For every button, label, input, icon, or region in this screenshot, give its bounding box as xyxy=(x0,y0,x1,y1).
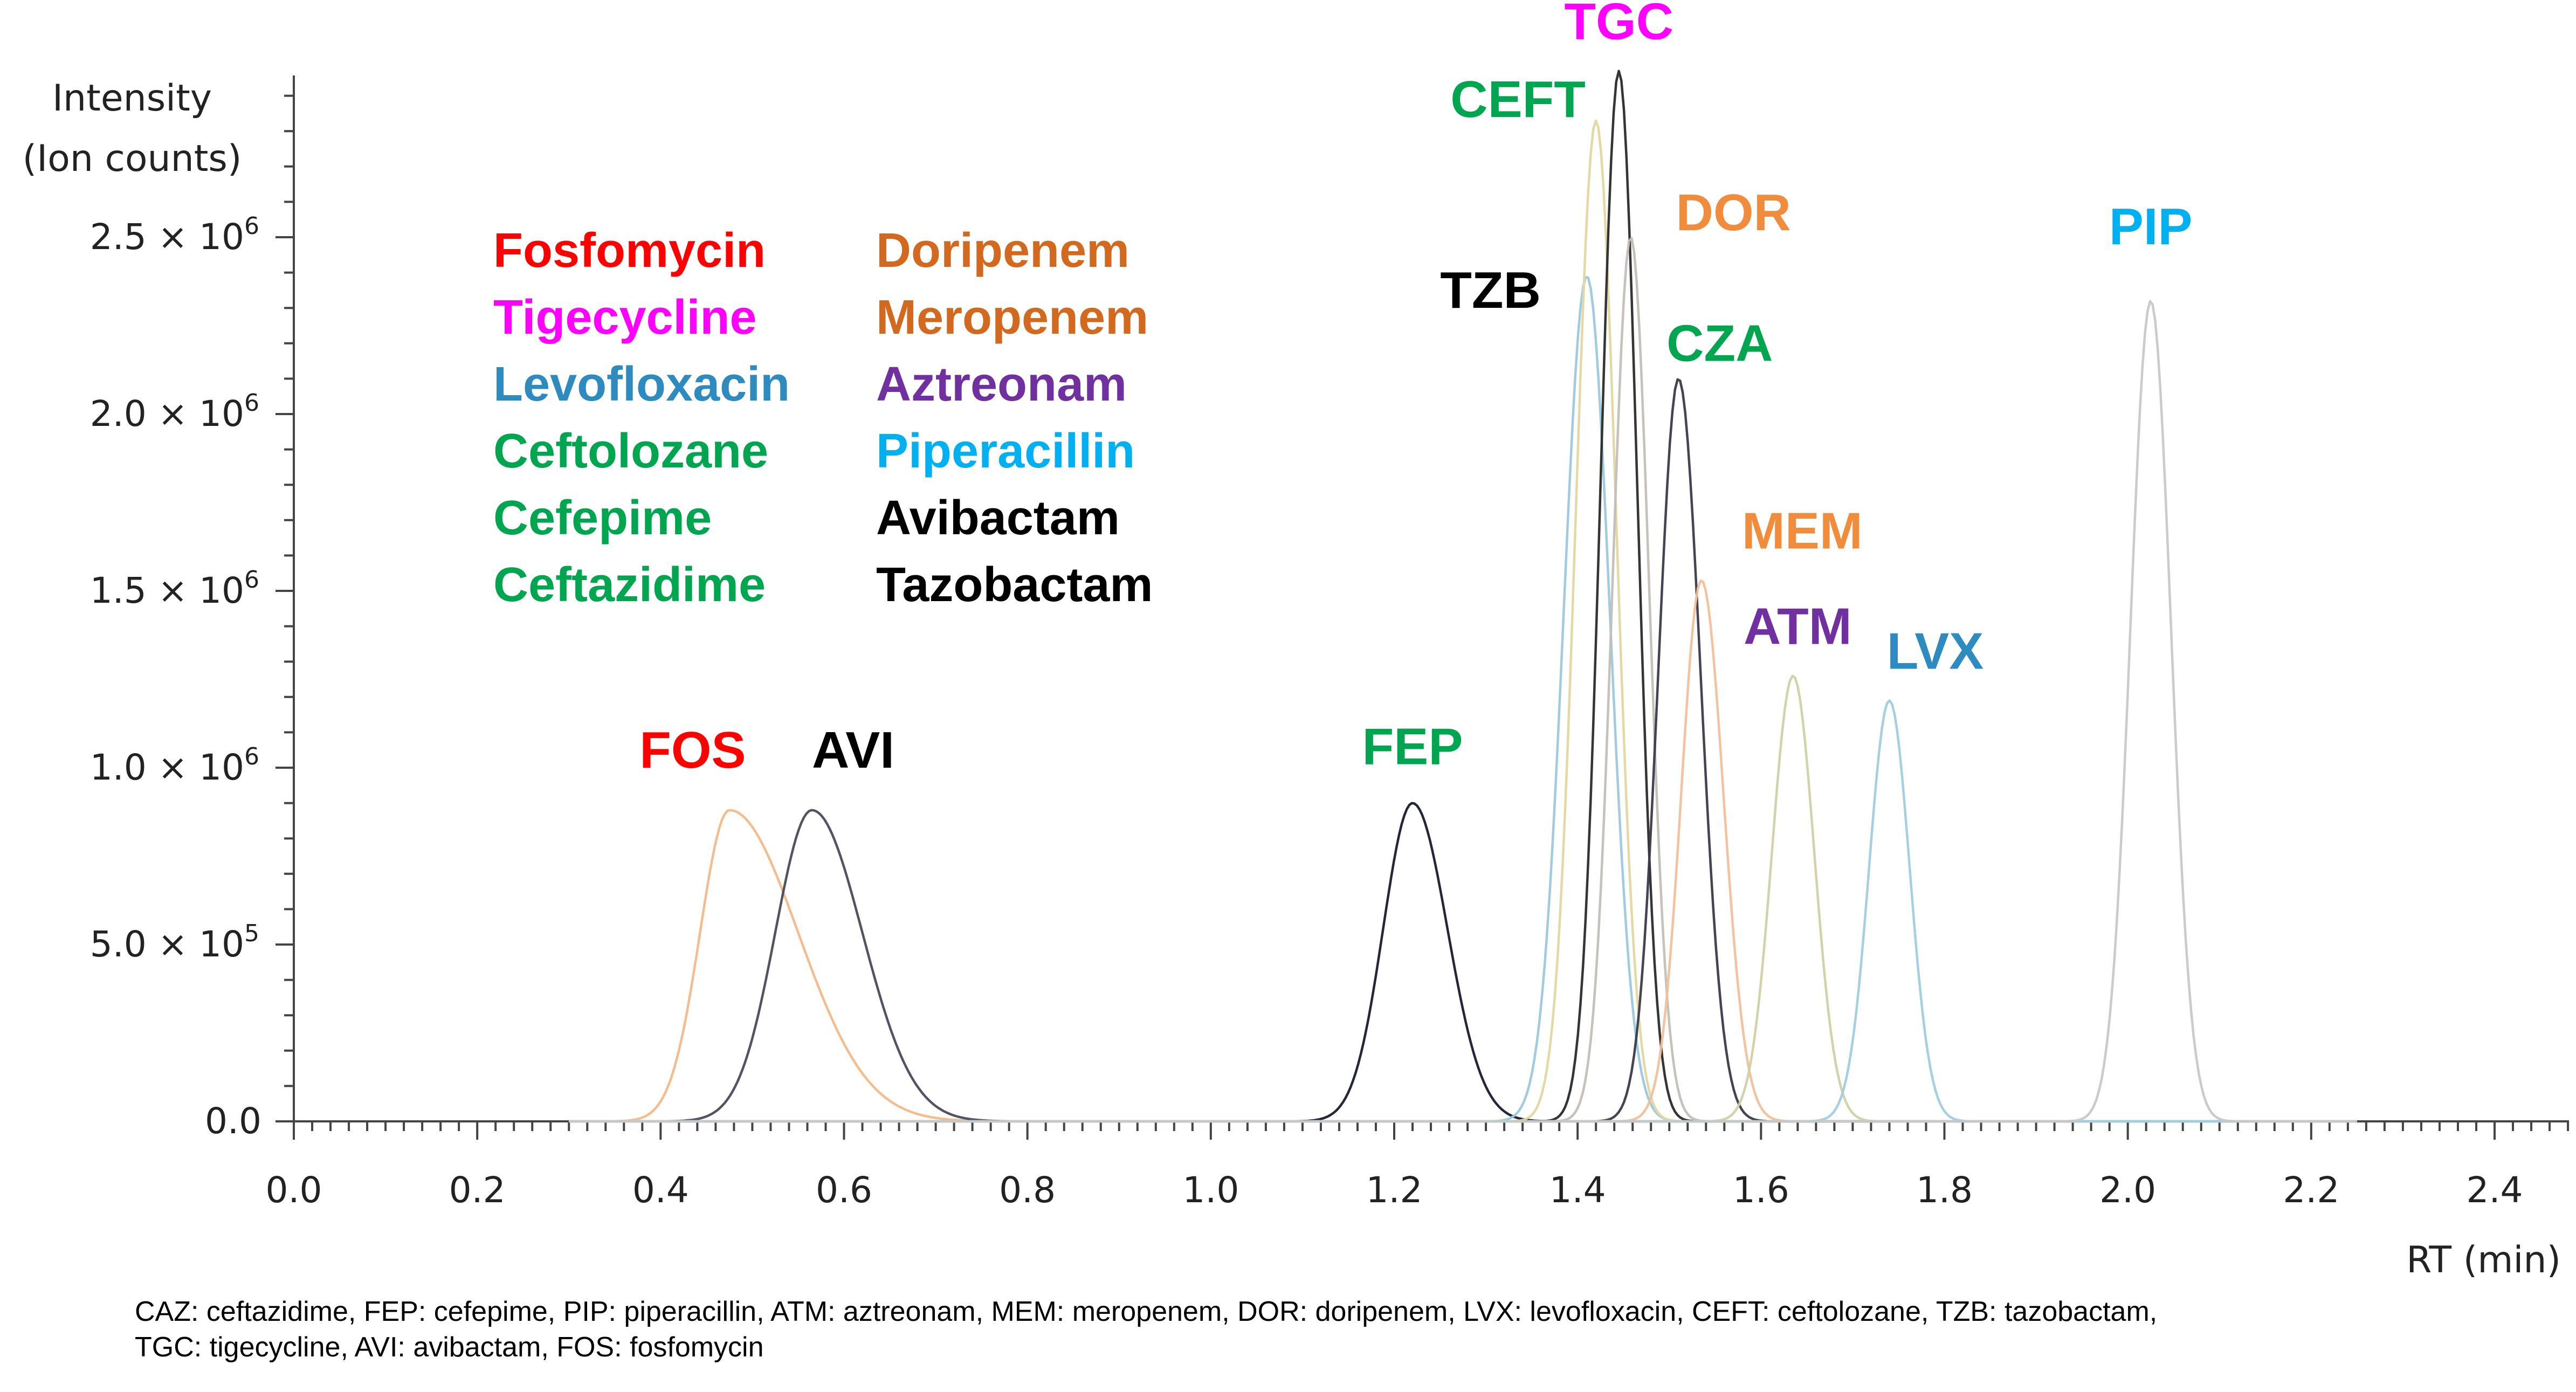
peak-label-cza: CZA xyxy=(1666,315,1773,373)
x-tick-label: 2.2 xyxy=(2283,1169,2339,1211)
series-line-fep xyxy=(569,802,2357,1123)
x-axis-title: RT (min) xyxy=(2406,1239,2561,1281)
legend-entry: Tazobactam xyxy=(876,558,1153,612)
peak-label-dor: DOR xyxy=(1676,184,1791,242)
legend-entry: Levofloxacin xyxy=(493,357,790,411)
series-line-tzb xyxy=(569,275,2357,1123)
x-tick-label: 0.0 xyxy=(266,1169,322,1211)
y-tick-label: 5.0 × 105 xyxy=(90,920,259,965)
legend-entry: Doripenem xyxy=(876,224,1129,278)
series-line-pip xyxy=(569,300,2357,1123)
legend-entry: Avibactam xyxy=(876,491,1120,545)
peak-labels: FOS AVI FEP TZB CEFT TGC DOR CZA MEM ATM LVX PIP xyxy=(639,0,2192,779)
y-axis-title-line: (Ion counts) xyxy=(23,137,242,180)
peak-label-lvx: LVX xyxy=(1887,622,1984,680)
legend-entry: Ceftolozane xyxy=(493,424,768,478)
peak-label-tzb: TZB xyxy=(1440,261,1541,319)
legend-entry: Tigecycline xyxy=(493,291,757,344)
x-tick-label: 0.8 xyxy=(999,1169,1056,1211)
x-tick-label: 0.2 xyxy=(449,1169,506,1211)
y-axis-title: Intensity (Ion counts) xyxy=(23,77,242,180)
peak-label-avi: AVI xyxy=(812,721,894,779)
x-tick-label: 1.4 xyxy=(1549,1169,1606,1211)
peak-label-atm: ATM xyxy=(1744,597,1852,655)
chromatogram-chart: Intensity (Ion counts) 0.0 5.0 × 105 1.0 × … xyxy=(23,0,2570,1281)
y-tick-label: 2.0 × 106 xyxy=(90,389,259,435)
y-tick-label: 1.5 × 106 xyxy=(90,566,259,611)
footnote-line-2: TGC: tigecycline, AVI: avibactam, FOS: f… xyxy=(135,1332,764,1363)
peak-label-ceft: CEFT xyxy=(1450,71,1586,128)
axes: 0.0 5.0 × 105 1.0 × 106 1.5 × 106 2.0 × 106 2… xyxy=(90,75,2570,1211)
peak-label-mem: MEM xyxy=(1742,502,1863,560)
legend-entry: Aztreonam xyxy=(876,357,1127,411)
x-tick-label: 0.6 xyxy=(816,1169,872,1211)
x-tick-label: 0.4 xyxy=(632,1169,689,1211)
peak-label-tgc: TGC xyxy=(1564,0,1673,51)
footnote: CAZ: ceftazidime, FEP: cefepime, PIP: pi… xyxy=(135,1294,2507,1365)
x-tick-label: 1.6 xyxy=(1733,1169,1789,1211)
x-tick-label: 2.4 xyxy=(2467,1169,2523,1211)
y-tick-label: 0.0 xyxy=(205,1100,261,1142)
x-tick-label: 2.0 xyxy=(2099,1169,2156,1211)
series-line-dor xyxy=(569,237,2357,1123)
peak-label-fos: FOS xyxy=(639,721,746,779)
legend: Fosfomycin Tigecycline Levofloxacin Ceftolo… xyxy=(493,224,1153,612)
series-line-fos xyxy=(569,809,2357,1123)
peak-label-pip: PIP xyxy=(2109,198,2193,256)
legend-entry: Piperacillin xyxy=(876,424,1135,478)
series-traces xyxy=(569,70,2357,1123)
series-line-mem xyxy=(569,579,2357,1123)
series-line-avi xyxy=(569,809,2357,1123)
x-tick-label: 1.2 xyxy=(1366,1169,1423,1211)
peak-label-fep: FEP xyxy=(1362,718,1463,775)
y-tick-label: 1.0 × 106 xyxy=(90,743,259,788)
legend-entry: Ceftazidime xyxy=(493,558,766,612)
y-axis-title-line: Intensity xyxy=(52,77,212,120)
legend-entry: Meropenem xyxy=(876,291,1148,344)
footnote-line-1: CAZ: ceftazidime, FEP: cefepime, PIP: pi… xyxy=(135,1296,2158,1327)
x-tick-label: 1.0 xyxy=(1182,1169,1239,1211)
legend-entry: Cefepime xyxy=(493,491,712,545)
x-tick-label: 1.8 xyxy=(1916,1169,1973,1211)
series-line-tgc xyxy=(569,70,2357,1123)
y-tick-label: 2.5 × 106 xyxy=(90,212,259,258)
legend-entry: Fosfomycin xyxy=(493,224,766,278)
